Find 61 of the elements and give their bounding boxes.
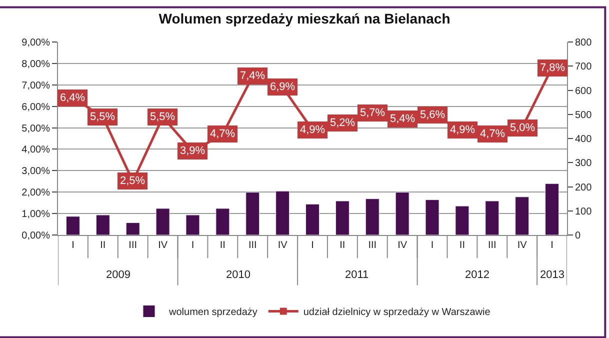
y2-tick-label: 0 xyxy=(575,230,581,242)
bar xyxy=(126,222,140,235)
y-tick-label: 7,00% xyxy=(22,80,50,92)
bar xyxy=(66,216,80,235)
x-tick-label: IV xyxy=(158,240,168,251)
bar xyxy=(156,208,170,235)
x-tick-label: III xyxy=(128,240,138,251)
y2-tick-label: 500 xyxy=(575,110,592,121)
y-tick-label: 4,00% xyxy=(22,144,50,156)
y-tick-label: 1,00% xyxy=(22,209,50,220)
y2-tick-label: 600 xyxy=(575,86,592,97)
y2-tick-label: 300 xyxy=(575,158,592,170)
x-tick-label: I xyxy=(430,240,434,251)
x-tick-label: IV xyxy=(398,240,408,251)
text: 2012 xyxy=(465,269,490,281)
x-tick-label: II xyxy=(220,240,226,251)
bar xyxy=(186,214,200,235)
x-tick-label: I xyxy=(311,240,314,251)
text: 2010 xyxy=(226,269,250,281)
y2-tick-label: 200 xyxy=(575,182,592,194)
bar xyxy=(425,200,440,235)
y2-tick-label: 700 xyxy=(575,62,592,73)
y-tick-label: 5,00% xyxy=(22,123,50,134)
x-tick-label: II xyxy=(459,240,465,251)
legend-label: udział dzielnicy w sprzedaży w Warszawie xyxy=(303,307,491,318)
chart-title: Wolumen sprzedaży mieszkań na Bielanach xyxy=(158,10,450,26)
y2-tick-label: 400 xyxy=(575,134,592,145)
bar xyxy=(276,190,290,235)
bar xyxy=(395,192,410,235)
x-tick-label: II xyxy=(340,240,346,251)
y-tick-label: 6,00% xyxy=(22,102,50,113)
y-tick-label: 8,00% xyxy=(22,58,50,70)
bar xyxy=(216,208,230,235)
x-tick-label: III xyxy=(488,240,496,251)
bar xyxy=(335,200,350,235)
x-tick-label: IV xyxy=(517,240,528,251)
bar xyxy=(545,183,560,235)
x-tick-label: I xyxy=(550,240,554,251)
y-tick-label: 3,00% xyxy=(22,166,50,178)
bar xyxy=(365,198,380,235)
bar xyxy=(515,196,530,235)
x-tick-label: I xyxy=(191,240,194,251)
x-tick-label: III xyxy=(248,240,257,251)
y-tick-label: 0,00% xyxy=(22,230,50,242)
y-tick-label: 2,00% xyxy=(22,188,50,199)
x-tick-label: II xyxy=(100,240,106,251)
text: 2011 xyxy=(345,269,369,281)
bar xyxy=(485,200,500,235)
y-tick-label: 9,00% xyxy=(22,38,50,48)
x-tick-label: III xyxy=(368,240,377,251)
y2-tick-label: 800 xyxy=(575,38,592,48)
bar xyxy=(455,206,470,235)
x-tick-label: IV xyxy=(278,240,288,251)
bar xyxy=(96,214,110,235)
bar xyxy=(246,192,260,235)
text: 2013 xyxy=(540,269,564,281)
x-tick-label: I xyxy=(72,240,74,251)
bar xyxy=(306,204,320,235)
legend-label: wolumen sprzedaży xyxy=(168,307,258,318)
text: 2009 xyxy=(106,269,130,281)
y2-tick-label: 100 xyxy=(575,206,592,218)
